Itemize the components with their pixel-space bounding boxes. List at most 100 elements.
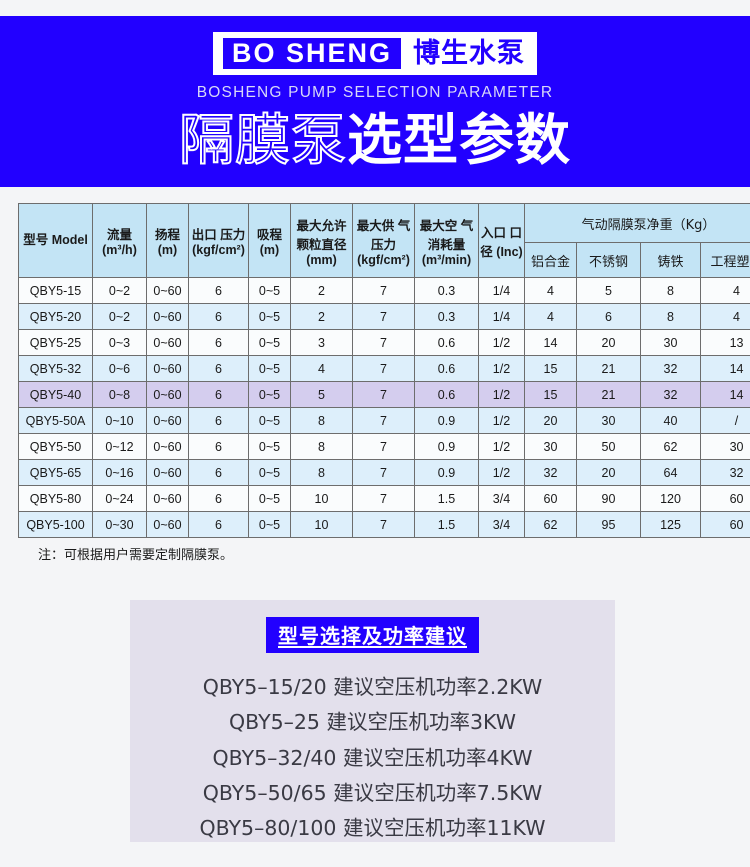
th-model-cn: 型号 <box>23 233 49 248</box>
cell-weight-aluminum: 15 <box>524 381 577 408</box>
cell-air-consumption: 0.9 <box>414 459 479 486</box>
th-particle-size-unit: (mm) <box>306 252 337 267</box>
logo-english-text: BO SHENG <box>220 36 404 72</box>
cell-flow: 0~16 <box>92 459 147 486</box>
cell-air-consumption: 0.3 <box>414 277 479 304</box>
th-model: 型号 Model <box>18 203 93 278</box>
cell-weight-castiron: 125 <box>640 511 701 538</box>
cell-particle: 8 <box>290 407 353 434</box>
cell-inlet: 1/2 <box>478 407 525 434</box>
recommendation-panel: 型号选择及功率建议 QBY5–15/20 建议空压机功率2.2KW QBY5–25… <box>130 600 615 842</box>
cell-particle: 4 <box>290 355 353 382</box>
cell-weight-plastic: 13 <box>699 329 750 356</box>
banner-title-outline: 隔膜泵 <box>178 108 347 173</box>
cell-weight-castiron: 32 <box>640 355 701 382</box>
recommendation-title: 型号选择及功率建议 <box>266 617 479 653</box>
cell-outlet-pressure: 6 <box>188 459 249 486</box>
cell-flow: 0~24 <box>92 485 147 512</box>
spec-table: 型号 Model 流量 (m³/h) 扬程 (m) 出口 压力 (kgf/cm²… <box>18 203 750 538</box>
cell-weight-plastic: 4 <box>699 303 750 330</box>
cell-head: 0~60 <box>146 329 189 356</box>
cell-suction: 0~5 <box>248 459 291 486</box>
cell-weight-castiron: 64 <box>640 459 701 486</box>
cell-particle: 5 <box>290 381 353 408</box>
cell-model: QBY5-15 <box>18 277 93 304</box>
cell-inlet: 3/4 <box>478 485 525 512</box>
cell-head: 0~60 <box>146 511 189 538</box>
cell-particle: 2 <box>290 303 353 330</box>
cell-weight-stainless: 6 <box>576 303 641 330</box>
cell-weight-aluminum: 15 <box>524 355 577 382</box>
cell-inlet: 3/4 <box>478 511 525 538</box>
th-material-castiron: 铸铁 <box>640 242 701 278</box>
cell-head: 0~60 <box>146 433 189 460</box>
cell-inlet: 1/2 <box>478 329 525 356</box>
cell-head: 0~60 <box>146 485 189 512</box>
cell-air-consumption: 0.6 <box>414 381 479 408</box>
th-air-consumption-cn2: 气消耗量 <box>427 218 474 252</box>
th-outlet-pressure-cn1: 出口 <box>191 228 217 242</box>
table-row: QBY5-100 0~30 0~60 6 0~5 10 7 1.5 3/4 62 95 125 60 <box>18 511 750 538</box>
cell-air-consumption: 0.6 <box>414 355 479 382</box>
cell-weight-aluminum: 4 <box>524 303 577 330</box>
th-head-unit: (m) <box>157 243 178 257</box>
cell-flow: 0~8 <box>92 381 147 408</box>
cell-air-consumption: 0.3 <box>414 303 479 330</box>
recommendation-list: QBY5–15/20 建议空压机功率2.2KW QBY5–25 建议空压机功率3K… <box>130 670 615 846</box>
cell-inlet: 1/4 <box>478 277 525 304</box>
th-particle-size-cn2: 颗粒直径 <box>296 237 347 252</box>
cell-weight-plastic: 4 <box>699 277 750 304</box>
cell-air-pressure: 7 <box>352 511 415 538</box>
table-note: 注：可根据用户需要定制隔膜泵。 <box>38 548 234 563</box>
header-banner: BO SHENG 博生水泵 BOSHENG PUMP SELECTION PAR… <box>0 16 750 187</box>
cell-weight-plastic: 32 <box>699 459 750 486</box>
cell-inlet: 1/2 <box>478 433 525 460</box>
th-air-consumption: 最大空 气消耗量 (m³/min) <box>414 203 479 278</box>
cell-weight-stainless: 90 <box>576 485 641 512</box>
cell-outlet-pressure: 6 <box>188 433 249 460</box>
spec-table-container: 型号 Model 流量 (m³/h) 扬程 (m) 出口 压力 (kgf/cm²… <box>0 187 750 563</box>
cell-particle: 10 <box>290 485 353 512</box>
cell-air-consumption: 0.9 <box>414 407 479 434</box>
recommendation-line: QBY5–80/100 建议空压机功率11KW <box>199 816 546 840</box>
cell-weight-aluminum: 4 <box>524 277 577 304</box>
cell-suction: 0~5 <box>248 381 291 408</box>
table-row: QBY5-40 0~8 0~60 6 0~5 5 7 0.6 1/2 15 21 32 14 <box>18 381 750 408</box>
th-air-pressure-unit: (kgf/cm²) <box>357 252 410 267</box>
cell-weight-stainless: 5 <box>576 277 641 304</box>
cell-air-consumption: 0.9 <box>414 433 479 460</box>
cell-weight-stainless: 20 <box>576 459 641 486</box>
cell-weight-plastic: / <box>699 407 750 434</box>
banner-subtitle: BOSHENG PUMP SELECTION PARAMETER <box>196 84 554 102</box>
cell-weight-castiron: 120 <box>640 485 701 512</box>
cell-air-pressure: 7 <box>352 407 415 434</box>
table-row: QBY5-20 0~2 0~60 6 0~5 2 7 0.3 1/4 4 6 8 4 <box>18 303 750 330</box>
cell-head: 0~60 <box>146 355 189 382</box>
cell-head: 0~60 <box>146 459 189 486</box>
cell-inlet: 1/4 <box>478 303 525 330</box>
th-head-cn: 扬程 <box>154 228 180 242</box>
cell-air-pressure: 7 <box>352 277 415 304</box>
cell-outlet-pressure: 6 <box>188 303 249 330</box>
cell-particle: 3 <box>290 329 353 356</box>
cell-air-pressure: 7 <box>352 433 415 460</box>
th-material-aluminum: 铝合金 <box>524 242 577 278</box>
th-material-stainless: 不锈钢 <box>576 242 641 278</box>
cell-suction: 0~5 <box>248 355 291 382</box>
cell-weight-stainless: 21 <box>576 355 641 382</box>
th-weight-group: 气动隔膜泵净重（Kg） <box>523 203 750 243</box>
cell-flow: 0~2 <box>92 303 147 330</box>
th-suction-unit: (m) <box>259 243 280 257</box>
th-outlet-pressure-unit: (kgf/cm²) <box>192 243 245 257</box>
cell-inlet: 1/2 <box>478 459 525 486</box>
cell-weight-plastic: 30 <box>699 433 750 460</box>
th-outlet-pressure-cn2: 压力 <box>220 228 246 242</box>
cell-outlet-pressure: 6 <box>188 329 249 356</box>
cell-outlet-pressure: 6 <box>188 381 249 408</box>
cell-inlet: 1/2 <box>478 381 525 408</box>
cell-air-pressure: 7 <box>352 459 415 486</box>
table-header-row-1: 型号 Model 流量 (m³/h) 扬程 (m) 出口 压力 (kgf/cm²… <box>18 203 750 278</box>
top-white-strip <box>0 0 750 16</box>
th-model-unit: Model <box>51 233 88 248</box>
cell-flow: 0~6 <box>92 355 147 382</box>
